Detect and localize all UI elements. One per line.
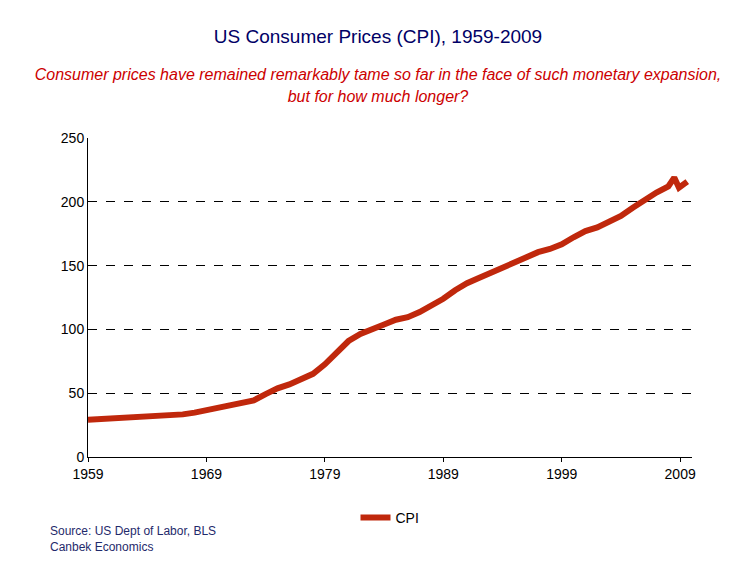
svg-text:CPI: CPI [396,510,419,526]
svg-text:1999: 1999 [546,466,577,482]
html-text:Consumer prices have remained: Consumer prices have remained remarkably… [34,66,722,105]
svg-text:50: 50 [69,385,85,401]
svg-text:1979: 1979 [309,466,340,482]
svg-text:150: 150 [61,258,85,274]
svg-text:200: 200 [61,194,85,210]
svg-text:Source: US Dept of Labor, BLSC: Source: US Dept of Labor, BLSCanbek Econ… [50,524,216,554]
svg-text:250: 250 [61,130,85,146]
svg-text:100: 100 [61,321,85,337]
svg-text:1959: 1959 [72,466,103,482]
html-text:US Consumer Prices (CPI), 1959: US Consumer Prices (CPI), 1959-2009 [213,26,543,47]
svg-text:0: 0 [76,449,84,465]
svg-text:2009: 2009 [665,466,696,482]
svg-text:1969: 1969 [191,466,222,482]
svg-text:1989: 1989 [428,466,459,482]
